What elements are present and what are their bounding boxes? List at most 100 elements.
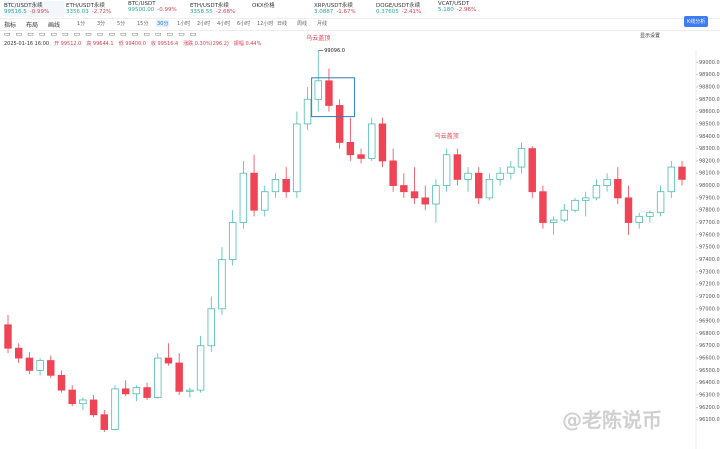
y-tick-label: 98000.0 <box>699 183 720 189</box>
candle-body <box>261 191 269 211</box>
candle-body <box>517 148 526 168</box>
tab-quote: 3.0887 -1.67% <box>314 9 374 15</box>
candle-body <box>581 197 590 201</box>
tab-name: VCAT/USDT <box>438 1 470 7</box>
tab-name: ETH/USDT永续 <box>190 3 229 9</box>
pattern-label: 乌云盖顶 <box>435 132 459 140</box>
candle-body <box>250 172 258 211</box>
tab[interactable]: OKX价格 <box>252 1 312 17</box>
candle-body <box>453 154 462 180</box>
y-tick-label: 97900.0 <box>699 195 720 201</box>
y-tick-label: 98700.0 <box>699 97 720 103</box>
info-low: 低 99400.0 <box>118 41 146 47</box>
candle-body <box>614 178 622 199</box>
y-tick-label: 98100.0 <box>699 171 720 177</box>
candle-body <box>592 185 601 199</box>
tab[interactable]: XRP/USDT永续 3.0887 -1.67% <box>314 1 374 17</box>
candle-body <box>57 374 66 391</box>
tab-name: ETH/USDT永续 <box>66 3 105 9</box>
candle-body <box>14 347 23 359</box>
y-tick-label: 97600.0 <box>699 232 720 238</box>
candle-body <box>218 259 226 310</box>
tab-price: 5.180 <box>438 7 454 13</box>
y-tick-label: 96900.0 <box>699 319 720 325</box>
tab-quote: 0.37605 -2.41% <box>376 9 436 15</box>
candle-body <box>68 389 76 405</box>
candle-body <box>357 154 365 159</box>
tool-button[interactable]: 指标 <box>4 22 17 29</box>
tab-change: -2.72% <box>91 9 112 15</box>
candle-body <box>400 185 408 193</box>
interval-button[interactable]: 月线 <box>317 21 328 27</box>
candle-body <box>485 178 494 199</box>
tab-change: -0.99% <box>157 7 177 13</box>
candle-body <box>293 123 301 193</box>
candle-body <box>646 212 654 217</box>
interval-button[interactable]: 日线 <box>277 21 288 27</box>
interval-button[interactable]: 4小时 <box>217 21 231 27</box>
settings-button[interactable]: 显示设置 <box>640 33 661 39</box>
interval-button[interactable]: 1小时 <box>177 21 191 27</box>
y-tick-label: 97000.0 <box>699 306 720 312</box>
candle-body <box>4 324 12 349</box>
candle-body <box>475 172 483 199</box>
pattern-box <box>311 77 355 118</box>
candle-body <box>175 362 183 392</box>
tab-price: 3.0887 <box>314 9 334 15</box>
candle-body <box>196 345 205 391</box>
interval-button[interactable]: 15分 <box>137 21 149 27</box>
y-tick-label: 97200.0 <box>699 282 720 288</box>
info-amp: 振幅 0.44% <box>233 41 262 47</box>
tab[interactable]: BTC/USDT永续 99516.5 -0.99% <box>4 1 64 17</box>
info-open: 开 99512.0 <box>54 41 82 47</box>
tab-price: 3358.55 <box>190 9 213 15</box>
interval-button[interactable]: 周线 <box>297 21 308 27</box>
candle-body <box>442 154 451 186</box>
tab[interactable]: ETH/USDT永续 3358.55 -2.68% <box>190 1 250 17</box>
candle-body <box>89 399 98 416</box>
y-tick-label: 96100.0 <box>699 417 720 423</box>
candle-body <box>667 166 676 193</box>
candle-body <box>635 215 643 223</box>
info-high: 高 99644.1 <box>86 41 114 47</box>
candle-body <box>314 80 322 100</box>
interval-button[interactable]: 3分 <box>97 21 106 27</box>
info-change: 涨跌 0.30%(296.2) <box>183 41 229 47</box>
tab-change: -2.68% <box>215 9 236 15</box>
candle-body <box>228 222 237 260</box>
candle-body <box>432 185 440 205</box>
candle-body <box>303 98 312 125</box>
tool-button[interactable]: 布局 <box>26 22 39 29</box>
candle-body <box>239 172 248 223</box>
interval-button[interactable]: 30分 <box>156 20 170 27</box>
y-tick-label: 97500.0 <box>699 245 720 251</box>
candle-body <box>100 414 109 430</box>
analysis-button[interactable]: K线分析 <box>684 16 709 27</box>
interval-button[interactable]: 6小时 <box>237 21 251 27</box>
interval-button[interactable]: 5分 <box>117 21 126 27</box>
tab-name: XRP/USDT永续 <box>314 3 353 9</box>
y-tick-label: 97800.0 <box>699 208 720 214</box>
ohlc-info: 2025-01-16 16:00 开 99512.0 高 99644.1 低 9940… <box>4 40 266 47</box>
tab-change: -1.67% <box>336 9 356 15</box>
interval-button[interactable]: 1分 <box>77 21 86 27</box>
candle-body <box>47 360 55 376</box>
watermark: @老陈说币 <box>562 408 662 432</box>
candle-body <box>560 209 569 221</box>
candle-body <box>25 357 34 371</box>
tab[interactable]: BTC/USDT 99500.00 -0.99% <box>128 1 188 17</box>
y-tick-label: 96400.0 <box>699 380 720 386</box>
y-tick-label: 98800.0 <box>699 84 720 90</box>
tab-name: DOGE/USDT永续 <box>376 3 421 9</box>
tab[interactable]: ETH/USDT永续 3356.03 -2.72% <box>66 1 126 17</box>
candle-body <box>656 191 665 214</box>
candle-body <box>132 387 141 395</box>
interval-button[interactable]: 2小时 <box>197 21 211 27</box>
y-tick-label: 96600.0 <box>699 356 720 362</box>
tab[interactable]: VCAT/USDT 5.180 -2.96% <box>438 1 498 17</box>
y-tick-label: 98200.0 <box>699 158 720 164</box>
interval-button[interactable]: 12小时 <box>257 21 274 27</box>
tool-button[interactable]: 画线 <box>48 22 61 29</box>
tab[interactable]: DOGE/USDT永续 0.37605 -2.41% <box>376 1 436 17</box>
candle-body <box>549 219 558 223</box>
